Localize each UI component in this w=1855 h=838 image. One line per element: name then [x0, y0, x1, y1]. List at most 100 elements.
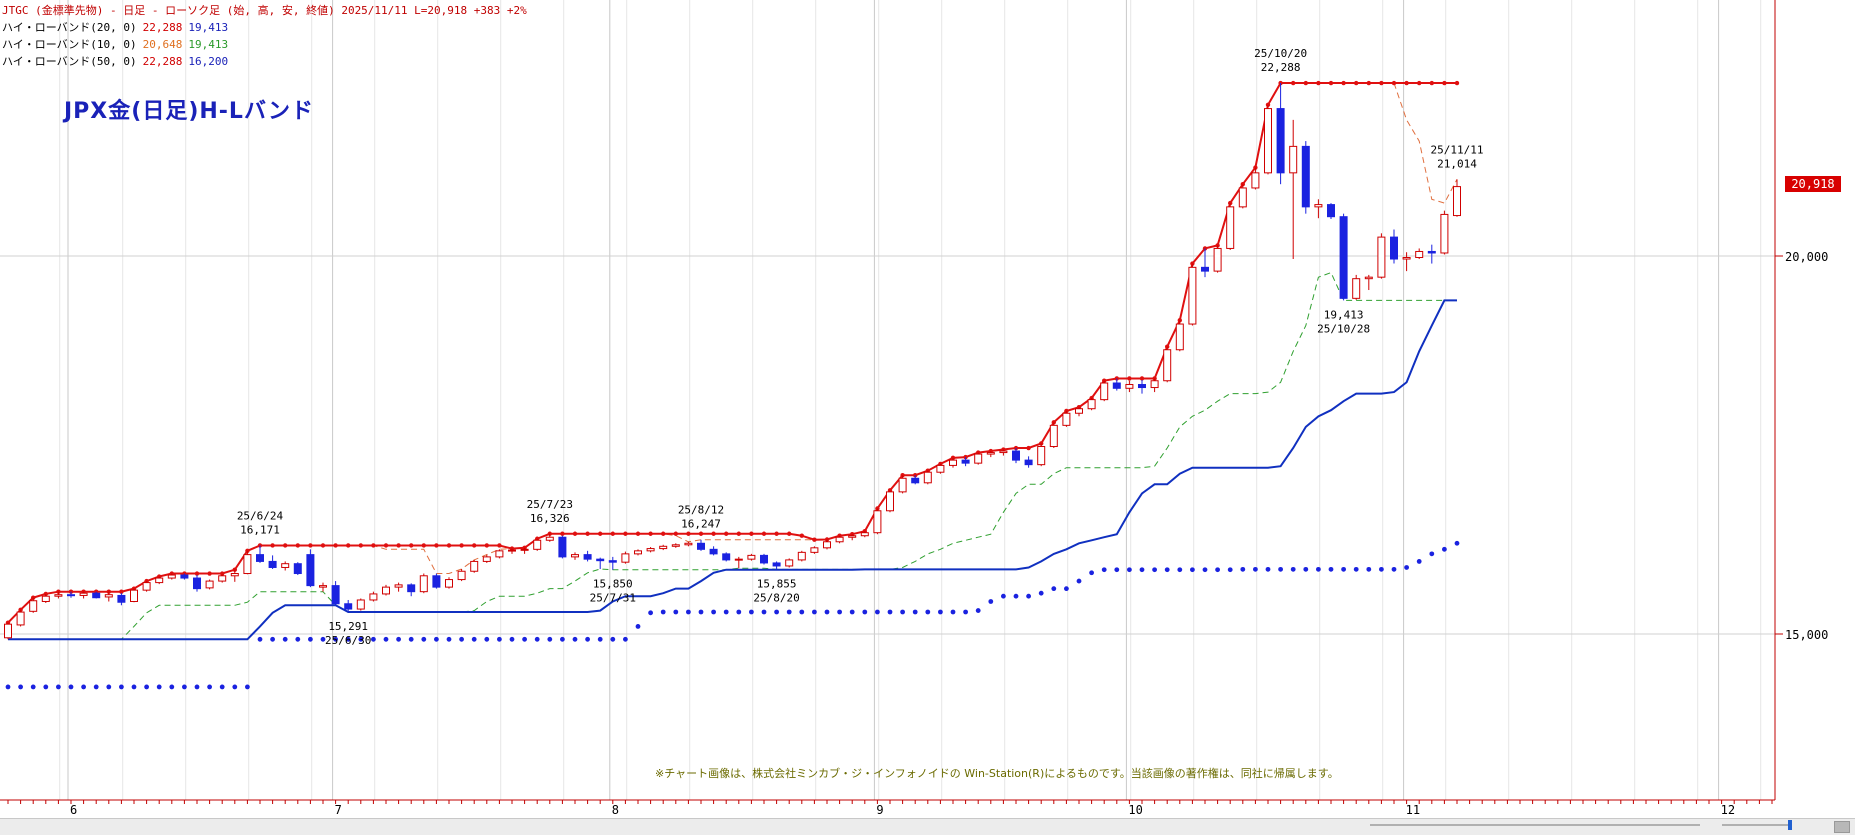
candle-body	[734, 558, 743, 561]
candle-body	[268, 560, 277, 568]
band20-high-dot	[1354, 80, 1359, 86]
zoom-slider-thumb[interactable]	[1788, 820, 1792, 830]
candle	[709, 546, 718, 556]
candle	[470, 559, 479, 573]
band50-low-dot	[1240, 566, 1246, 572]
band50-low-dot	[497, 636, 502, 642]
band50-low-dot	[774, 609, 779, 615]
candle	[1440, 210, 1449, 255]
candle	[697, 539, 705, 551]
candle	[293, 562, 302, 576]
candle-body	[29, 600, 38, 612]
candle	[54, 591, 63, 599]
band20-high-dot	[635, 531, 641, 536]
candle	[92, 591, 101, 599]
candle	[1314, 199, 1323, 219]
band50-low-dot	[245, 684, 250, 690]
band20-high-dot	[283, 543, 288, 548]
annotation-date: 25/8/20	[753, 591, 799, 604]
zoom-slider-track[interactable]	[1722, 824, 1792, 826]
candle	[4, 622, 12, 640]
legend-band20-label: ハイ・ローバンド(20, 0)	[2, 21, 137, 34]
annotation-date: 25/6/30	[325, 634, 371, 647]
copyright-notice: ※チャート画像は、株式会社ミンカブ・ジ・インフォノイドの Win-Station…	[655, 767, 1339, 780]
candle	[634, 549, 642, 556]
candle	[1289, 119, 1298, 260]
candle-body	[684, 542, 693, 546]
band20-high-dot	[749, 531, 754, 536]
candle	[482, 554, 491, 563]
band50-low-dot	[18, 684, 23, 690]
annotation-date: 25/10/20	[1254, 47, 1307, 60]
annotation-date: 25/10/28	[1317, 322, 1370, 335]
band50-low-dot	[1316, 566, 1321, 572]
candle	[1125, 380, 1134, 393]
candle	[797, 550, 806, 562]
band50-low-dot	[1202, 567, 1208, 573]
band50-low-dot	[749, 609, 754, 615]
candle-body	[1352, 278, 1361, 299]
band50-low-dot	[459, 636, 464, 642]
candle	[1201, 248, 1209, 278]
band50-low-dot	[1303, 566, 1309, 572]
candle-body	[520, 548, 529, 551]
candle	[16, 609, 25, 627]
candle-body	[1188, 266, 1197, 325]
band20-high-dot	[1328, 80, 1334, 86]
band50-low-dot	[371, 636, 376, 642]
band50-low-dot	[547, 636, 553, 642]
candle-body	[130, 589, 138, 602]
candle	[67, 591, 75, 598]
band20-high-dot	[1429, 80, 1435, 86]
candle-body	[873, 510, 882, 534]
candle-body	[167, 574, 176, 579]
candle-body	[382, 586, 390, 595]
candle	[1087, 398, 1096, 411]
candle	[281, 561, 290, 571]
band50-low-dot	[1227, 567, 1233, 573]
annotation-date: 25/8/12	[678, 504, 724, 517]
candle	[319, 582, 327, 592]
scroll-thumb[interactable]	[1834, 821, 1850, 833]
candle-body	[1339, 216, 1348, 299]
candle	[331, 581, 340, 606]
candle-body	[722, 553, 731, 561]
band-layer	[5, 80, 1460, 690]
candle-body	[1251, 172, 1260, 189]
horizontal-scrollbar[interactable]	[0, 818, 1855, 835]
band20-high-dot	[484, 543, 489, 548]
candle-body	[1440, 213, 1449, 254]
candle	[1049, 422, 1058, 449]
candle	[1138, 379, 1146, 394]
scroll-track[interactable]	[1370, 824, 1700, 826]
grid-layer	[0, 0, 1775, 800]
candle	[344, 599, 353, 613]
band20-high-dot	[371, 543, 376, 548]
band50-low-dot	[5, 684, 11, 690]
candle-body	[394, 584, 403, 588]
candle	[1226, 203, 1235, 250]
x-tick-label: 11	[1406, 803, 1420, 817]
band20-high-dot	[421, 543, 426, 548]
band20-high-dot	[497, 543, 502, 548]
candle-body	[596, 558, 605, 562]
candle	[1037, 443, 1046, 467]
band50-low-dot	[333, 636, 338, 642]
candle	[1100, 380, 1109, 402]
band50-low-dot	[1429, 551, 1435, 557]
candle-body	[369, 593, 378, 601]
band50-low-dot	[1353, 566, 1359, 572]
band20-high-dot	[761, 531, 767, 536]
candle-body	[533, 539, 542, 550]
band50-low-dot	[950, 609, 956, 615]
band50-low-dot	[1177, 567, 1183, 573]
legend-band50-low: 16,200	[188, 55, 229, 68]
band50-low-dot	[81, 684, 86, 690]
candle	[608, 556, 617, 570]
band50-low-dot	[875, 609, 880, 615]
candle-body	[1402, 257, 1411, 260]
candle-body	[1049, 424, 1058, 448]
candle-body	[293, 563, 302, 575]
